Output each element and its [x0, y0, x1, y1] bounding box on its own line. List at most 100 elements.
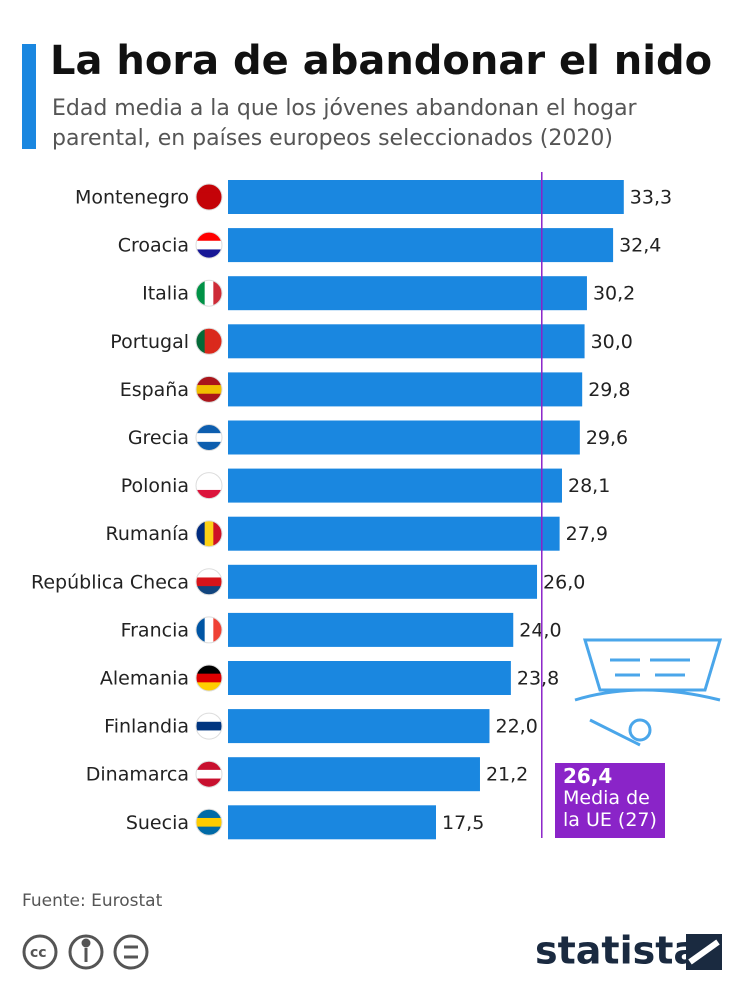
flag-ring — [195, 472, 223, 500]
value-label: 29,8 — [588, 379, 630, 401]
y-tick-label: Polonia — [121, 475, 189, 497]
flag-stripe — [196, 577, 222, 587]
flag — [196, 568, 222, 595]
flag-stripe — [196, 616, 206, 643]
flag-stripe — [196, 184, 222, 194]
y-tick-label: Grecia — [128, 427, 189, 449]
bar — [228, 276, 587, 311]
flag-ring — [195, 712, 223, 740]
flag-ring — [195, 760, 223, 788]
title-accent — [22, 44, 36, 149]
y-tick-label: Croacia — [118, 235, 189, 257]
bar — [228, 228, 614, 263]
flag — [196, 280, 222, 307]
flag — [196, 328, 222, 355]
flag-stripe — [196, 761, 222, 771]
flag-stripe — [196, 328, 206, 355]
nest-icon — [574, 638, 723, 747]
brand-icon — [686, 934, 722, 970]
flag-ring — [195, 279, 223, 307]
flag-stripe — [196, 280, 206, 307]
bar — [228, 516, 560, 551]
flag-ring — [195, 808, 223, 836]
reference-label: Media de la UE (27) — [563, 787, 657, 831]
flag-stripe — [196, 481, 222, 491]
flag-ring — [195, 231, 223, 259]
value-label: 30,0 — [591, 331, 633, 353]
value-label: 33,3 — [630, 187, 672, 209]
flag-stripe — [213, 328, 222, 355]
flag-stripe — [196, 240, 222, 250]
flag-ring — [195, 375, 223, 403]
reference-value: 26,4 — [563, 764, 613, 788]
flag — [196, 472, 222, 499]
value-label: 24,0 — [519, 619, 561, 641]
flag — [196, 376, 222, 403]
flag — [196, 424, 222, 451]
value-label: 23,8 — [517, 668, 559, 690]
flag-stripe — [196, 441, 222, 451]
flag-stripe — [196, 472, 222, 482]
y-tick-label: Finlandia — [104, 716, 189, 738]
bar — [228, 661, 511, 695]
flag-ring — [195, 183, 223, 211]
flag — [196, 520, 222, 547]
flag-stripe — [196, 232, 222, 242]
bar — [228, 468, 562, 503]
flag-stripe — [196, 778, 222, 788]
bar — [228, 757, 480, 792]
chart-title: La hora de abandonar el nido — [50, 38, 712, 84]
flag-stripe — [196, 721, 222, 731]
flag-stripe — [196, 520, 206, 547]
flag-stripe — [196, 586, 222, 595]
flag-ring — [195, 520, 223, 548]
flag-stripe — [196, 385, 222, 395]
bar — [228, 805, 436, 840]
flag-stripe — [196, 249, 222, 259]
flag-stripe — [196, 393, 222, 403]
bar — [228, 612, 514, 647]
cc-mark: cc — [30, 945, 47, 961]
reference-box: 26,4 Media de la UE (27) — [555, 763, 665, 838]
flag-ring — [195, 664, 223, 692]
flag-stripe — [196, 826, 222, 836]
license-icons — [22, 934, 149, 970]
flag-stripe — [196, 665, 222, 675]
bar — [228, 564, 538, 599]
flag-stripe — [204, 520, 214, 547]
flag-stripe — [196, 730, 222, 740]
flag-stripe — [196, 817, 222, 828]
y-tick-label: Suecia — [126, 812, 189, 834]
y-tick-label: Francia — [121, 619, 189, 641]
bar — [228, 420, 580, 455]
flag — [196, 616, 222, 643]
value-label: 30,2 — [593, 283, 635, 305]
flag-ring — [195, 327, 223, 355]
flag — [196, 232, 222, 259]
flag-stripe — [196, 433, 222, 443]
y-tick-label: República Checa — [31, 571, 189, 593]
flag-stripe — [204, 328, 214, 355]
flag-stripe — [196, 769, 222, 780]
bar — [228, 180, 624, 214]
flag-stripe — [196, 201, 222, 210]
flag-ring — [195, 616, 223, 644]
flag — [196, 809, 222, 836]
y-tick-label: España — [120, 379, 189, 401]
bar — [228, 324, 585, 359]
flag-stripe — [213, 280, 222, 307]
flag-stripe — [196, 489, 222, 499]
flag-stripe — [196, 376, 222, 386]
flag-ring — [195, 424, 223, 451]
y-tick-label: Rumanía — [105, 523, 189, 545]
value-label: 22,0 — [495, 716, 537, 738]
flag-stripe — [196, 713, 222, 723]
flag — [196, 665, 222, 691]
flag-stripe — [204, 616, 214, 643]
flag — [196, 184, 222, 210]
value-label: 29,6 — [586, 427, 628, 449]
flag-stripe — [196, 568, 222, 578]
source: Fuente: Eurostat — [22, 891, 163, 911]
